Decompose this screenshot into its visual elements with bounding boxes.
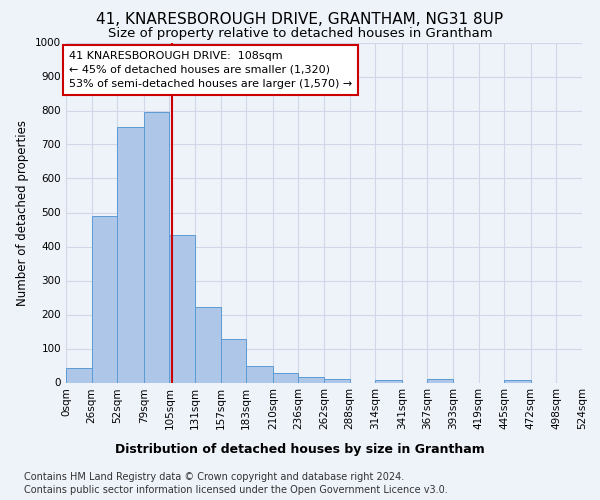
Bar	[144, 112, 169, 382]
Text: 41 KNARESBOROUGH DRIVE:  108sqm
← 45% of detached houses are smaller (1,320)
53%: 41 KNARESBOROUGH DRIVE: 108sqm ← 45% of …	[69, 51, 352, 89]
Bar	[375, 380, 402, 382]
Bar	[504, 380, 531, 382]
Bar	[92, 216, 117, 382]
Bar	[273, 374, 298, 382]
Y-axis label: Number of detached properties: Number of detached properties	[16, 120, 29, 306]
Bar	[427, 379, 453, 382]
Text: Distribution of detached houses by size in Grantham: Distribution of detached houses by size …	[115, 442, 485, 456]
Bar	[195, 307, 221, 382]
Text: 41, KNARESBOROUGH DRIVE, GRANTHAM, NG31 8UP: 41, KNARESBOROUGH DRIVE, GRANTHAM, NG31 …	[97, 12, 503, 28]
Bar	[221, 339, 246, 382]
Bar	[298, 378, 324, 382]
Text: Size of property relative to detached houses in Grantham: Size of property relative to detached ho…	[107, 28, 493, 40]
Bar	[66, 368, 92, 382]
Text: Contains HM Land Registry data © Crown copyright and database right 2024.: Contains HM Land Registry data © Crown c…	[24, 472, 404, 482]
Bar	[117, 128, 144, 382]
Text: Contains public sector information licensed under the Open Government Licence v3: Contains public sector information licen…	[24, 485, 448, 495]
Bar	[169, 234, 195, 382]
Bar	[246, 366, 273, 382]
Bar	[324, 379, 350, 382]
